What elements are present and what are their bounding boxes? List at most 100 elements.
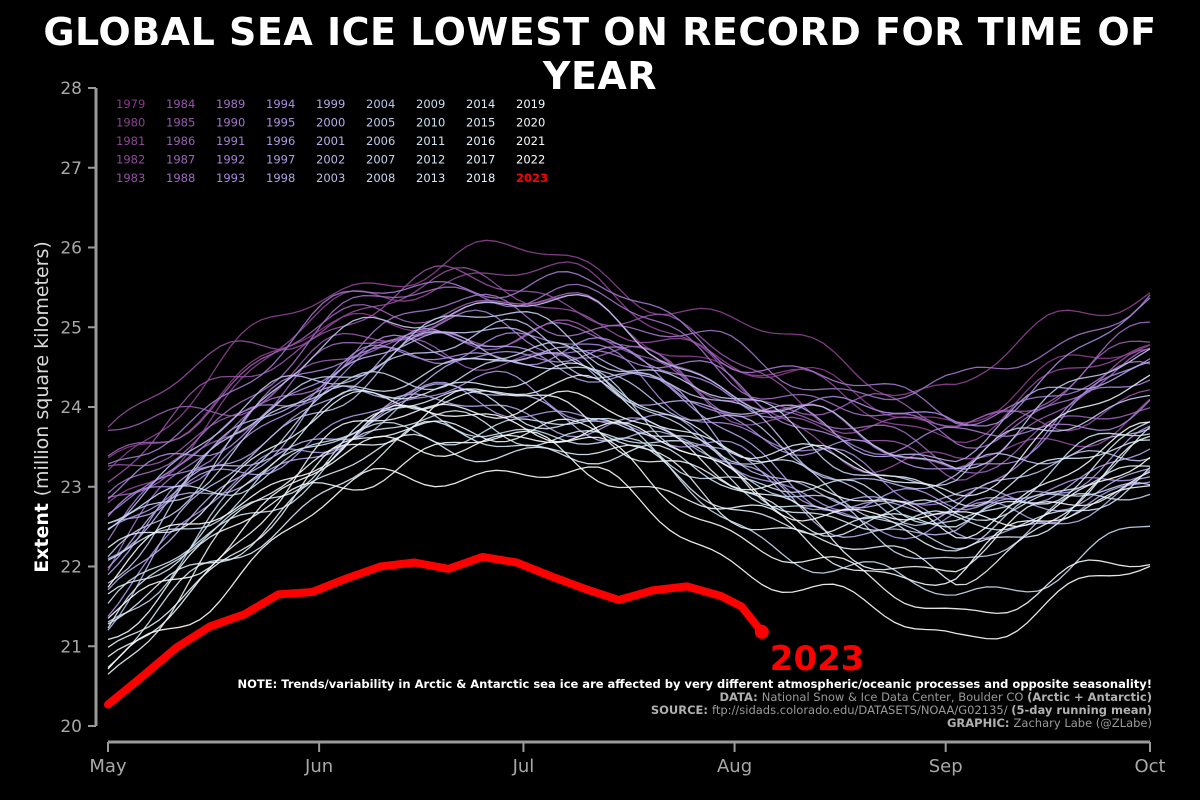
historical-series-group <box>107 239 1151 675</box>
legend-year-label: 2007 <box>366 153 395 167</box>
legend-year-label: 2017 <box>466 153 495 167</box>
historical-line <box>107 374 1151 549</box>
historical-line <box>107 466 1151 670</box>
historical-line <box>107 294 1151 459</box>
notes-group: NOTE: Trends/variability in Arctic & Ant… <box>238 677 1152 730</box>
legend-year-label: 1993 <box>216 171 245 185</box>
legend-year-label: 2021 <box>516 134 545 148</box>
historical-line <box>107 420 1151 668</box>
legend-year-label: 1999 <box>316 97 345 111</box>
legend-year-label: 1994 <box>266 97 295 111</box>
legend-year-label: 1988 <box>166 171 195 185</box>
y-tick-label: 20 <box>60 717 82 737</box>
legend-year-label: 2014 <box>466 97 495 111</box>
historical-line <box>107 321 1151 499</box>
graphic-credit: GRAPHIC: Zachary Labe (@ZLabe) <box>947 716 1152 730</box>
y-tick-label: 27 <box>60 159 82 179</box>
historical-line <box>107 405 1151 596</box>
highlight-series-group: 2023 <box>104 552 865 709</box>
legend-year-label: 2000 <box>316 116 345 130</box>
x-tick-label: May <box>89 756 127 777</box>
source-credit: SOURCE: ftp://sidads.colorado.edu/DATASE… <box>651 703 1152 717</box>
legend-year-label: 1989 <box>216 97 245 111</box>
legend-year-label: 1997 <box>266 153 295 167</box>
historical-line <box>107 283 1151 494</box>
note-text: NOTE: Trends/variability in Arctic & Ant… <box>238 677 1152 691</box>
historical-line <box>107 430 1151 641</box>
historical-line <box>107 418 1151 648</box>
x-tick-label: Sep <box>929 756 963 777</box>
data-credit: DATA: National Snow & Ice Data Center, B… <box>720 690 1153 704</box>
y-tick-label: 24 <box>60 398 82 418</box>
legend-year-label: 1981 <box>116 134 145 148</box>
legend-year-label: 2015 <box>466 116 495 130</box>
x-tick-label: Jun <box>304 756 333 777</box>
legend-year-label: 2009 <box>416 97 445 111</box>
legend-year-label: 2011 <box>416 134 445 148</box>
y-tick-label: 21 <box>60 637 82 657</box>
historical-line <box>107 292 1151 474</box>
historical-line <box>107 318 1151 531</box>
legend-year-label: 2001 <box>316 134 345 148</box>
series-2023-label: 2023 <box>770 639 865 679</box>
historical-line <box>107 410 1151 604</box>
legend-year-label: 2019 <box>516 97 545 111</box>
legend-year-label: 2020 <box>516 116 545 130</box>
historical-line <box>107 393 1151 569</box>
legend-year-label: 2004 <box>366 97 395 111</box>
legend-year-label: 2002 <box>316 153 345 167</box>
historical-line <box>107 239 1151 471</box>
historical-line <box>107 381 1151 530</box>
historical-line <box>107 388 1151 675</box>
legend-year-label: 2018 <box>466 171 495 185</box>
historical-line <box>107 297 1151 517</box>
legend-year-label: 1990 <box>216 116 245 130</box>
legend-year-label: 1998 <box>266 171 295 185</box>
legend-year-label: 1992 <box>216 153 245 167</box>
legend-year-label: 2005 <box>366 116 395 130</box>
y-tick-label: 23 <box>60 478 82 498</box>
historical-line <box>107 404 1151 588</box>
legend-year-label: 1984 <box>166 97 195 111</box>
legend-year-label: 2003 <box>316 171 345 185</box>
x-tick-label: Oct <box>1134 756 1165 777</box>
x-tick-label: Jul <box>512 756 535 777</box>
y-tick-label: 26 <box>60 239 82 259</box>
historical-line <box>107 434 1151 619</box>
y-tick-label: 28 <box>60 79 82 99</box>
legend-group: 1979 1980 1981 1982 1983 1984 1985 1986 1987 1988… <box>116 97 548 185</box>
legend-year-label: 2013 <box>416 171 445 185</box>
historical-line <box>107 293 1151 558</box>
legend-year-label: 2012 <box>416 153 445 167</box>
historical-line <box>107 370 1151 617</box>
historical-line <box>107 309 1151 541</box>
series-2023-endpoint <box>754 624 769 639</box>
legend-year-label: 2010 <box>416 116 445 130</box>
legend-year-label: 1982 <box>116 153 145 167</box>
chart-title: GLOBAL SEA ICE LOWEST ON RECORD FOR TIME… <box>43 10 1157 98</box>
legend-year-label: 1985 <box>166 116 195 130</box>
historical-line <box>107 319 1151 481</box>
legend-year-label: 1991 <box>216 134 245 148</box>
legend-year-label: 1979 <box>116 97 145 111</box>
legend-year-label: 1995 <box>266 116 295 130</box>
x-tick-label: Aug <box>717 756 752 777</box>
historical-line <box>107 311 1151 584</box>
historical-line <box>107 390 1151 658</box>
series-2023-line <box>104 552 766 709</box>
legend-year-label: 1987 <box>166 153 195 167</box>
historical-line <box>107 362 1151 595</box>
legend-year-label: 1980 <box>116 116 145 130</box>
legend-year-label: 2022 <box>516 153 545 167</box>
legend-year-label: 2016 <box>466 134 495 148</box>
y-tick-label: 25 <box>60 318 82 338</box>
legend-year-label: 1983 <box>116 171 145 185</box>
historical-line <box>107 271 1151 465</box>
legend-year-label: 1996 <box>266 134 295 148</box>
y-axis-label: Extent (million square kilometers) <box>31 241 53 573</box>
legend-year-label: 2008 <box>366 171 395 185</box>
legend-year-label: 2006 <box>366 134 395 148</box>
historical-line <box>107 293 1151 571</box>
